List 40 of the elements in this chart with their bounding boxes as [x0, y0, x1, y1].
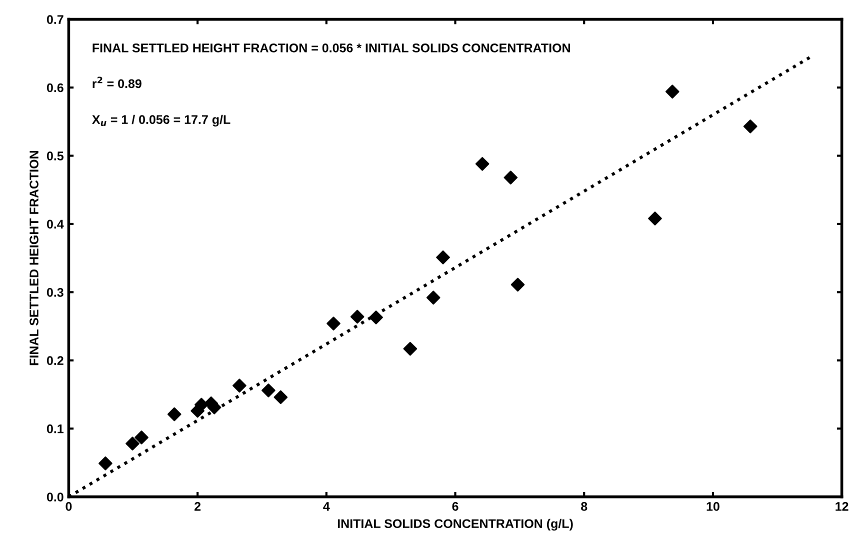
y-tick-label: 0.0	[46, 492, 64, 502]
point	[134, 430, 148, 444]
x-tick-label: 2	[194, 502, 201, 511]
y-axis-title: FINAL SETTLED HEIGHT FRACTION	[30, 151, 38, 366]
point	[369, 310, 383, 324]
point	[510, 278, 525, 292]
point	[436, 250, 450, 264]
point	[350, 310, 364, 324]
point	[274, 390, 288, 404]
point	[665, 84, 680, 99]
y-tick-label: 0.6	[46, 83, 64, 92]
annotation: FINAL SETTLED HEIGHT FRACTION = 0.056 * INITIAL SOLIDS CONCENTRATION	[92, 44, 570, 52]
x-tick-label: 12	[836, 502, 848, 511]
x-axis-title: INITIAL SOLIDS CONCENTRATION (g/L)	[338, 518, 573, 531]
x-tick-label: 6	[452, 502, 458, 511]
annotation: r$^{2}$ = 0.89	[92, 76, 142, 88]
point	[426, 290, 440, 305]
point	[167, 407, 182, 422]
point	[232, 378, 246, 393]
point	[126, 436, 140, 450]
y-tick-label: 0.1	[46, 424, 64, 434]
point	[98, 456, 112, 470]
y-tick-label: 0.3	[46, 288, 64, 297]
annotation: X$_{u}$ = 1 / 0.056 = 17.7 g/L	[92, 114, 230, 127]
x-tick-label: 0	[66, 502, 72, 511]
point	[743, 120, 758, 134]
point	[648, 212, 662, 226]
point	[262, 383, 276, 398]
point	[326, 316, 340, 330]
point	[475, 157, 490, 171]
point	[403, 342, 418, 356]
point	[194, 398, 208, 412]
y-tick-label: 0.2	[46, 356, 64, 366]
point	[504, 170, 518, 184]
y-tick-label: 0.4	[46, 220, 64, 229]
y-tick-label: 0.5	[46, 152, 64, 160]
x-tick-label: 10	[706, 502, 720, 511]
x-tick-label: 8	[581, 502, 588, 511]
y-tick-label: 0.7	[46, 15, 64, 24]
x-tick-label: 4	[323, 502, 330, 511]
